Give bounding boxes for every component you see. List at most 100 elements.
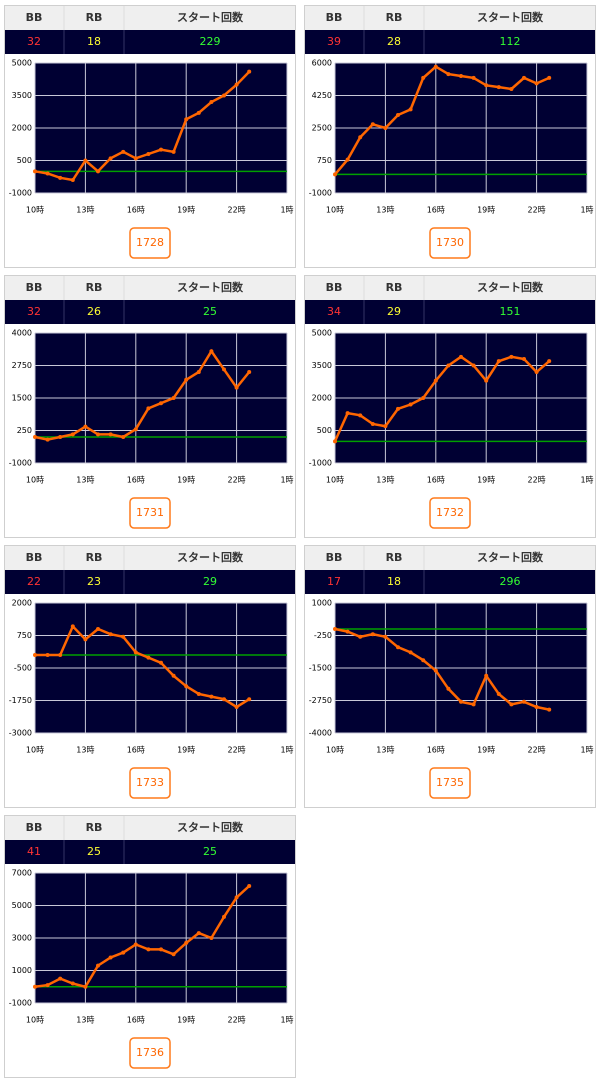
data-point [83, 158, 88, 163]
data-point [446, 72, 451, 77]
data-point [58, 976, 63, 981]
data-point [496, 359, 501, 364]
data-point [171, 952, 176, 957]
machine-button-label[interactable]: 1732 [436, 506, 464, 519]
table-value: 151 [500, 305, 521, 318]
data-point [247, 370, 252, 374]
data-point [471, 363, 476, 368]
machine-button-label[interactable]: 1733 [136, 776, 164, 789]
machine-button-label[interactable]: 1736 [136, 1046, 164, 1059]
data-point [333, 172, 337, 177]
machine-button[interactable] [129, 767, 171, 799]
x-tick-label: 22時 [228, 476, 246, 485]
table-header-row [305, 546, 595, 570]
data-point [459, 354, 463, 359]
table-header: スタート回数 [177, 820, 244, 834]
data-point [58, 175, 63, 180]
data-point [45, 983, 50, 988]
data-point [345, 157, 350, 162]
table-value-row [5, 30, 295, 54]
machine-button[interactable] [129, 227, 171, 259]
data-point [45, 171, 50, 176]
machine-button[interactable] [129, 1037, 171, 1069]
data-point [108, 156, 113, 161]
data-point [396, 645, 400, 650]
x-tick-label: 10時 [26, 746, 44, 755]
table-header: スタート回数 [177, 280, 244, 294]
data-point [96, 169, 100, 174]
data-point [421, 396, 426, 400]
y-tick-label: 5000 [12, 901, 32, 910]
data-point [45, 437, 50, 442]
y-tick-label: 3500 [312, 361, 332, 370]
y-tick-label: 250 [17, 426, 32, 435]
data-point [70, 432, 75, 437]
data-point [184, 117, 189, 122]
table-value: 22 [27, 575, 41, 588]
table-header: RB [86, 281, 103, 294]
data-point [433, 64, 438, 69]
data-point [459, 699, 463, 704]
x-tick-label: 10時 [26, 206, 44, 215]
machine-button[interactable] [429, 497, 471, 529]
x-tick-label: 19時 [177, 476, 195, 485]
data-point [247, 697, 252, 702]
data-point [383, 424, 388, 429]
data-point [33, 169, 37, 174]
data-point [396, 406, 400, 411]
table-value: 18 [387, 575, 401, 588]
x-tick-label: 16時 [127, 746, 145, 755]
data-point [471, 702, 476, 707]
data-point [108, 955, 113, 960]
data-point [484, 673, 489, 678]
data-point [509, 87, 514, 91]
y-tick-label: 500 [317, 426, 332, 435]
x-tick-label: 13時 [76, 476, 94, 485]
data-line [334, 627, 550, 711]
y-tick-label: 1500 [12, 394, 32, 403]
machine-button-label[interactable]: 1731 [136, 506, 164, 519]
machine-button[interactable] [429, 767, 471, 799]
x-tick-label: 22時 [528, 476, 546, 485]
machine-button-label[interactable]: 1728 [136, 236, 164, 249]
table-header: RB [86, 821, 103, 834]
data-point [209, 100, 214, 104]
table-header: RB [86, 11, 103, 24]
table-value: 296 [500, 575, 521, 588]
data-point [146, 947, 151, 952]
data-point [370, 632, 375, 637]
x-tick-label: 10時 [26, 1016, 44, 1025]
x-tick-label: 16時 [127, 476, 145, 485]
data-point [234, 82, 239, 87]
y-tick-label: -1000 [9, 999, 32, 1008]
data-point [83, 424, 88, 429]
data-point [196, 692, 201, 696]
y-tick-label: 750 [317, 156, 332, 165]
machine-button[interactable] [129, 497, 171, 529]
x-tick-label: 1時 [280, 206, 293, 215]
x-tick-label: 1時 [580, 746, 593, 755]
data-point [408, 107, 413, 112]
y-tick-label: 4000 [12, 329, 32, 338]
data-point [534, 81, 539, 86]
data-point [522, 357, 526, 361]
table-value-row [305, 300, 595, 324]
data-point [171, 149, 176, 154]
table-value: 23 [87, 575, 101, 588]
y-tick-label: 2000 [312, 394, 332, 403]
x-tick-label: 13時 [376, 476, 394, 485]
machine-button-label[interactable]: 1730 [436, 236, 464, 249]
data-point [370, 122, 375, 127]
x-tick-label: 22時 [228, 206, 246, 215]
data-point [83, 984, 88, 989]
data-point [196, 931, 201, 936]
data-point [58, 653, 63, 657]
y-tick-label: -1000 [309, 189, 332, 198]
machine-button[interactable] [429, 227, 471, 259]
data-point [159, 147, 163, 152]
data-line [34, 70, 251, 182]
data-point [70, 178, 75, 182]
machine-button-label[interactable]: 1735 [436, 776, 464, 789]
x-tick-label: 10時 [326, 206, 344, 215]
